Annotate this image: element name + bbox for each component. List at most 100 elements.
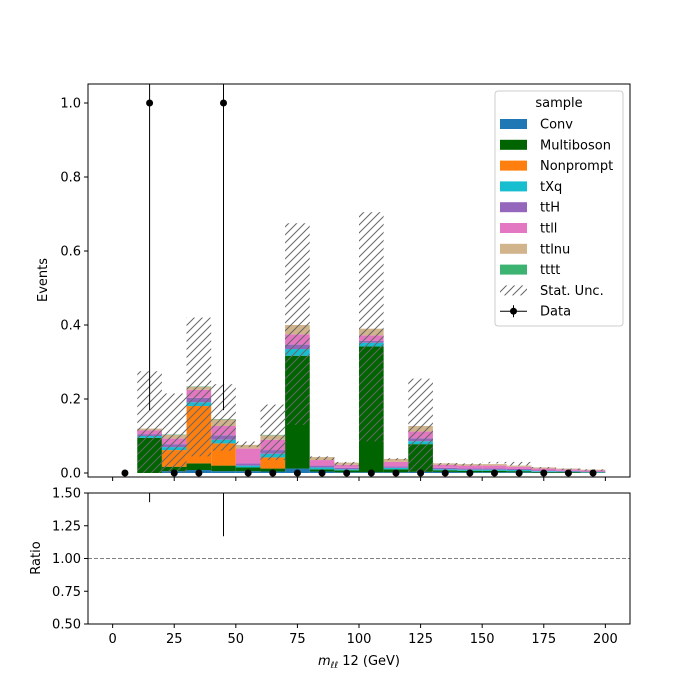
y-tick-label-0: 0.0 <box>60 467 81 482</box>
legend-label-txq: tXq <box>540 180 562 195</box>
legend-swatch-nonprompt <box>500 160 527 171</box>
ratio-plot-panel: 0.50 0.75 1.00 1.25 1.50 0 25 50 75 100 125 150 175… <box>29 487 631 671</box>
x-tick-label-6: 150 <box>470 632 495 647</box>
legend-swatch-txq <box>500 181 527 192</box>
main-plot-panel: 0.0 0.2 0.4 0.6 0.8 1.0 Events <box>36 83 631 482</box>
ratio-y-axis-label: Ratio <box>29 541 44 574</box>
bar-tth-4 <box>235 463 261 466</box>
legend-swatch-data <box>510 307 517 315</box>
data-points <box>121 84 597 477</box>
data-point-16 <box>515 469 523 477</box>
legend-label-multiboson: Multiboson <box>540 138 611 153</box>
bar-tth-8 <box>334 467 359 470</box>
y-tick-label-2: 0.4 <box>60 319 81 334</box>
data-point-10 <box>367 469 375 477</box>
bar-ttll-16 <box>531 468 557 471</box>
x-tick-label-5: 125 <box>408 632 433 647</box>
data-point-11 <box>392 469 400 477</box>
y-axis-label: Events <box>36 258 51 302</box>
bar-ttlnu-10 <box>383 458 409 462</box>
ratio-y-axis: 0.50 0.75 1.00 1.25 1.50 <box>52 487 88 633</box>
data-point-19 <box>589 469 597 477</box>
ratio-y-tick-label-0: 0.50 <box>52 618 81 633</box>
y-tick-label-4: 0.8 <box>60 171 81 186</box>
data-point-15 <box>491 469 498 477</box>
bar-ttlnu-14 <box>482 464 507 466</box>
bar-txq-4 <box>235 465 261 468</box>
legend-label-nonprompt: Nonprompt <box>540 159 613 174</box>
legend: sample Conv Multiboson Nonprompt tXq ttH ttll… <box>494 90 624 327</box>
legend-label-data: Data <box>540 305 571 320</box>
stat-unc-band-13 <box>457 463 483 466</box>
legend-label-stat-unc-: Stat. Unc. <box>540 284 604 299</box>
x-tick-label-7: 175 <box>531 632 556 647</box>
stat-unc-band-8 <box>334 461 359 466</box>
stat-unc-band-5 <box>260 404 286 461</box>
y-tick-label-3: 0.6 <box>60 245 81 260</box>
ratio-y-tick-label-1: 0.75 <box>52 585 81 600</box>
bar-ttll-4 <box>235 448 261 464</box>
stat-unc-band-9 <box>359 212 384 442</box>
x-tick-label-3: 75 <box>289 632 306 647</box>
data-point-13 <box>441 469 449 477</box>
data-point-0 <box>121 469 129 477</box>
stat-unc-band-16 <box>531 467 557 469</box>
stat-unc-band-12 <box>432 463 458 466</box>
bar-txq-7 <box>309 467 335 470</box>
bar-tth-7 <box>309 465 335 468</box>
legend-swatch-multiboson <box>500 139 527 150</box>
main-x-ticks <box>112 477 606 481</box>
data-point-12 <box>417 469 425 477</box>
data-point-18 <box>564 469 572 477</box>
x-axis-label: mℓℓ 12 (GeV) <box>318 654 400 671</box>
x-axis-label-rest: 12 (GeV) <box>338 654 400 669</box>
bar-txq-10 <box>383 467 409 470</box>
data-point-17 <box>540 469 548 477</box>
legend-title: sample <box>535 96 582 111</box>
data-point-6 <box>269 469 277 477</box>
data-point-14 <box>466 469 474 477</box>
legend-swatch-tttt <box>500 264 527 275</box>
bar-tth-14 <box>482 468 507 470</box>
bar-ttlnu-15 <box>506 465 532 467</box>
ratio-error-bars <box>149 493 224 537</box>
x-axis: 0 25 50 75 100 125 150 175 200 <box>108 624 618 647</box>
x-axis-label-symbol: m <box>318 654 331 669</box>
bar-multiboson-2 <box>186 463 212 471</box>
data-point-8 <box>318 469 326 477</box>
bar-ttll-10 <box>383 461 409 467</box>
stat-unc-band-1 <box>161 393 187 473</box>
legend-swatch-conv <box>500 119 527 129</box>
legend-swatch-stat-unc- <box>500 285 527 296</box>
x-tick-label-1: 25 <box>166 632 183 647</box>
x-tick-label-2: 50 <box>228 632 245 647</box>
stat-unc-band-17 <box>556 468 581 471</box>
legend-label-ttlnu: ttlnu <box>540 242 570 257</box>
data-point-5 <box>244 469 252 477</box>
x-tick-label-8: 200 <box>593 632 618 647</box>
stat-unc-band-2 <box>186 317 212 457</box>
data-point-9 <box>343 469 351 477</box>
stat-unc-bands <box>137 212 606 473</box>
data-point-3 <box>195 469 203 477</box>
bar-ttll-15 <box>506 466 532 469</box>
stat-unc-band-6 <box>285 223 310 425</box>
legend-label-conv: Conv <box>540 118 573 133</box>
data-point-2 <box>170 469 178 477</box>
bar-tth-10 <box>383 466 409 468</box>
bar-tth-15 <box>506 468 532 471</box>
stat-unc-band-7 <box>309 456 335 461</box>
bar-tth-12 <box>432 467 458 470</box>
legend-swatch-ttlnu <box>500 243 527 254</box>
y-tick-label-1: 0.2 <box>60 393 81 408</box>
stat-unc-band-11 <box>408 378 433 473</box>
stat-unc-band-15 <box>506 461 532 466</box>
bar-multiboson-4 <box>235 467 261 472</box>
legend-label-tth: ttH <box>540 201 560 216</box>
x-tick-label-0: 0 <box>108 632 116 647</box>
data-point-4 <box>220 99 227 107</box>
x-axis-label-subscript: ℓℓ <box>330 661 338 671</box>
bar-ttll-12 <box>432 464 458 468</box>
ratio-y-tick-label-3: 1.25 <box>52 519 81 534</box>
